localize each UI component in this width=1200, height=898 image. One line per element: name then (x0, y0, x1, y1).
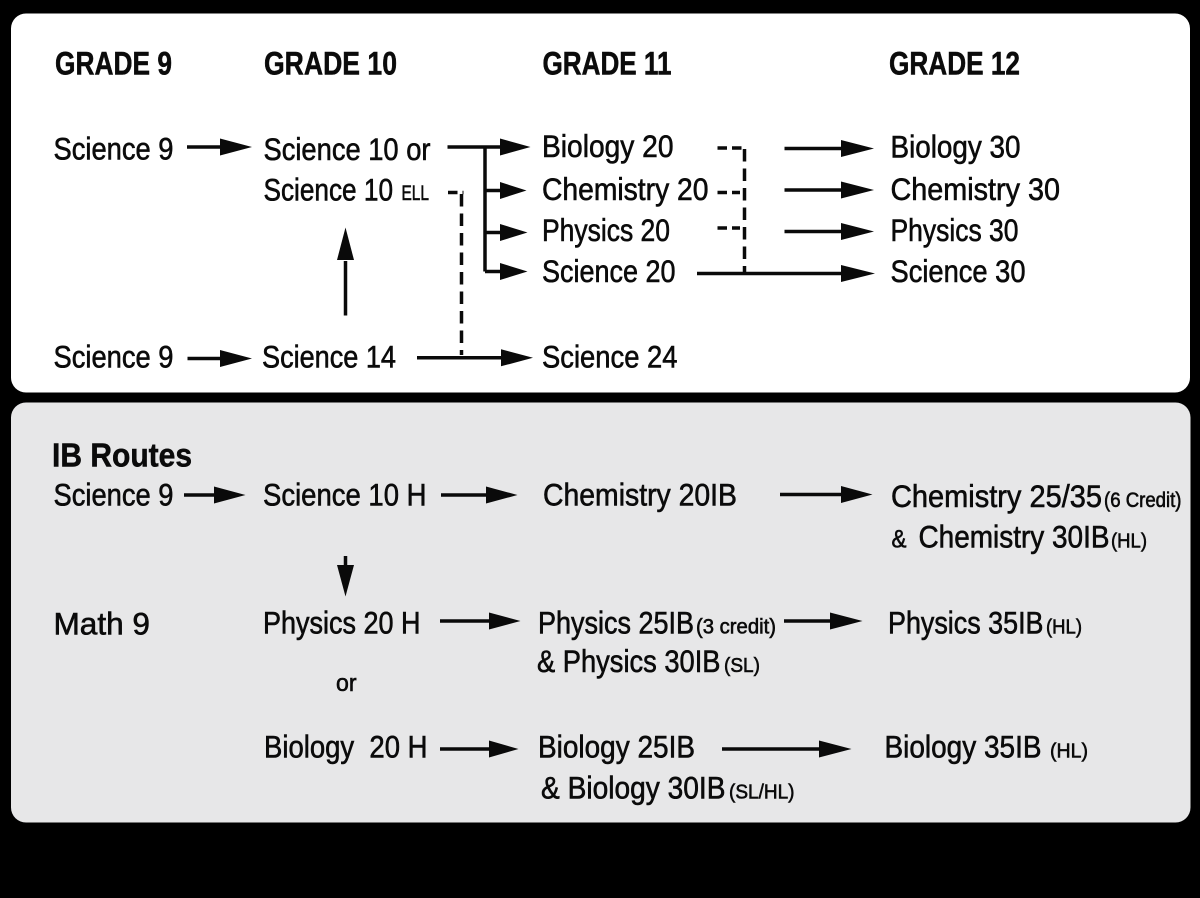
svg-text:(SL): (SL) (724, 654, 760, 677)
svg-text:& Physics 30IB: & Physics 30IB (537, 643, 721, 679)
svg-text:(HL): (HL) (1111, 530, 1147, 553)
svg-text:Science 30: Science 30 (891, 253, 1026, 289)
svg-text:Chemistry 30: Chemistry 30 (891, 171, 1061, 207)
svg-text:Science 10 H: Science 10 H (263, 477, 427, 513)
svg-text:Chemistry 30IB: Chemistry 30IB (919, 519, 1110, 555)
svg-text:Science 10 or: Science 10 or (264, 131, 431, 167)
svg-text:&: & (892, 526, 907, 554)
svg-text:Science 20: Science 20 (542, 253, 676, 289)
svg-text:Science 9: Science 9 (54, 131, 174, 167)
svg-text:(HL): (HL) (1050, 740, 1088, 763)
svg-text:or: or (336, 670, 357, 697)
svg-text:Science 10: Science 10 (264, 172, 394, 208)
svg-text:GRADE 9: GRADE 9 (55, 46, 172, 82)
svg-text:(6 Credit): (6 Credit) (1104, 489, 1182, 512)
svg-text:Biology 30: Biology 30 (891, 129, 1021, 165)
svg-text:Chemistry 20IB: Chemistry 20IB (543, 477, 737, 513)
svg-text:Chemistry 25/35: Chemistry 25/35 (891, 478, 1102, 514)
svg-text:Physics 20 H: Physics 20 H (263, 605, 421, 641)
svg-text:Science 9: Science 9 (54, 477, 174, 513)
svg-text:Biology 20: Biology 20 (542, 128, 674, 164)
svg-text:Science 9: Science 9 (54, 339, 174, 375)
svg-text:GRADE 11: GRADE 11 (543, 46, 672, 82)
svg-text:GRADE 12: GRADE 12 (889, 46, 1020, 82)
svg-text:& Biology 30IB: & Biology 30IB (541, 770, 726, 806)
svg-text:Science 24: Science 24 (542, 339, 678, 375)
svg-text:(SL/HL): (SL/HL) (729, 781, 795, 804)
svg-text:GRADE 10: GRADE 10 (264, 46, 397, 82)
svg-text:Biology 35IB: Biology 35IB (885, 729, 1042, 765)
svg-text:Math 9: Math 9 (54, 606, 151, 642)
svg-text:Physics 30: Physics 30 (891, 212, 1019, 248)
svg-text:Science 14: Science 14 (262, 339, 396, 375)
svg-text:(HL): (HL) (1046, 616, 1082, 639)
svg-text:Physics 25IB: Physics 25IB (538, 605, 694, 641)
svg-text:Chemistry 20: Chemistry 20 (542, 171, 709, 207)
svg-text:ELL: ELL (402, 182, 430, 205)
svg-text:Physics 20: Physics 20 (542, 212, 670, 248)
svg-text:(3 credit): (3 credit) (696, 616, 776, 639)
svg-text:Biology 20 H: Biology 20 H (264, 729, 428, 765)
svg-text:Physics 35IB: Physics 35IB (888, 605, 1044, 641)
svg-text:IB Routes: IB Routes (52, 437, 192, 474)
svg-text:Biology 25IB: Biology 25IB (538, 729, 695, 765)
